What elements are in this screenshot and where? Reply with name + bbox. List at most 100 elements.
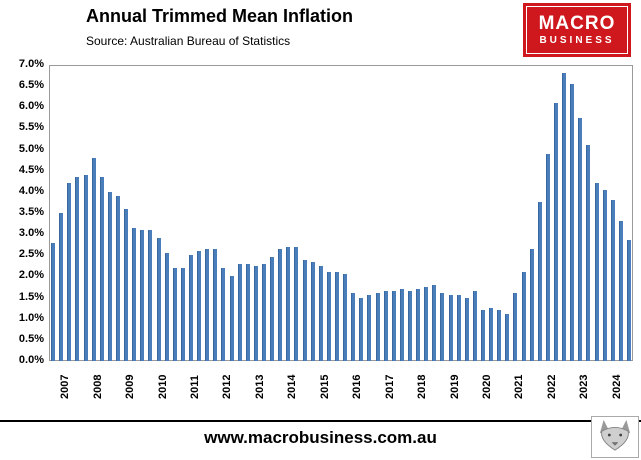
bar-q32 [310, 262, 315, 361]
bar-q29 [286, 247, 291, 361]
y-axis-tick-label: 4.0% [18, 184, 44, 197]
y-axis-tick-label: 3.0% [18, 227, 44, 240]
bar-q2 [67, 183, 72, 361]
bar-q43 [399, 289, 404, 361]
bar-q40 [375, 293, 380, 361]
x-axis-year-label: 2021 [513, 374, 526, 399]
wolf-logo-box [591, 416, 639, 458]
bar-q8 [115, 196, 120, 361]
bar-q65 [578, 118, 583, 361]
x-axis-year-label: 2013 [253, 374, 266, 399]
bar-q60 [537, 202, 542, 361]
bar-q16 [180, 268, 185, 361]
bar-q71 [626, 240, 631, 361]
x-axis-year-label: 2010 [156, 374, 169, 399]
bar-q49 [448, 295, 453, 361]
chart-source: Source: Australian Bureau of Statistics [86, 34, 291, 48]
bar-q10 [132, 228, 137, 361]
x-axis-year-label: 2017 [383, 374, 396, 399]
bar-q56 [505, 314, 510, 361]
bar-q63 [562, 73, 567, 361]
bar-q13 [156, 238, 161, 361]
bar-q0 [51, 243, 56, 361]
y-axis-tick-label: 7.0% [18, 58, 44, 70]
y-axis-tick-label: 2.5% [18, 248, 44, 261]
macrobusiness-logo-frame: MACRO BUSINESS [526, 6, 628, 54]
bar-q35 [334, 272, 339, 361]
x-axis-year-label: 2023 [578, 374, 591, 399]
bar-q51 [464, 298, 469, 361]
x-axis-year-label: 2022 [545, 374, 558, 399]
bar-q31 [302, 260, 307, 361]
bar-q69 [610, 200, 615, 361]
bar-q5 [91, 158, 96, 361]
bar-q46 [424, 287, 429, 361]
bar-q33 [318, 266, 323, 361]
bar-q11 [140, 230, 145, 361]
bar-q45 [416, 289, 421, 361]
y-axis-tick-label: 6.5% [18, 79, 44, 92]
x-axis-year-label: 2015 [318, 374, 331, 399]
chart-title: Annual Trimmed Mean Inflation [86, 6, 354, 26]
bar-q21 [221, 268, 226, 361]
y-axis-tick-label: 3.5% [18, 206, 44, 218]
bar-q66 [586, 145, 591, 361]
bar-q22 [229, 276, 234, 361]
bar-q19 [205, 249, 210, 361]
bar-q20 [213, 249, 218, 361]
x-axis-year-label: 2009 [124, 374, 137, 399]
bar-q36 [343, 274, 348, 361]
bar-q52 [472, 291, 477, 361]
y-axis-tick-label: 0.5% [18, 332, 44, 345]
bar-q6 [99, 177, 104, 361]
bar-q64 [570, 84, 575, 361]
bar-q57 [513, 293, 518, 361]
bar-q44 [407, 291, 412, 361]
bar-q42 [391, 291, 396, 361]
x-axis-year-label: 2012 [221, 374, 234, 399]
bar-q34 [326, 272, 331, 361]
bar-q26 [261, 264, 266, 361]
bar-q37 [351, 293, 356, 361]
bar-q18 [197, 251, 202, 361]
bar-q41 [383, 291, 388, 361]
bar-q9 [124, 209, 129, 361]
bar-q28 [278, 249, 283, 361]
footer-divider [0, 420, 641, 422]
logo-text-macro: MACRO [538, 12, 616, 34]
y-axis-tick-label: 5.5% [18, 121, 44, 134]
bar-q38 [359, 298, 364, 361]
bar-q53 [480, 310, 485, 361]
bar-q14 [164, 253, 169, 361]
bar-q3 [75, 177, 80, 361]
footer-url[interactable]: www.macrobusiness.com.au [204, 428, 437, 447]
bar-q1 [59, 213, 64, 361]
y-axis-tick-label: 2.0% [18, 269, 44, 282]
y-axis-tick-label: 4.5% [18, 163, 44, 176]
bar-q15 [172, 268, 177, 361]
bar-q12 [148, 230, 153, 361]
bar-q24 [245, 264, 250, 361]
bar-q23 [237, 264, 242, 361]
bar-q48 [440, 293, 445, 361]
y-axis-tick-label: 6.0% [18, 100, 44, 113]
bar-q61 [545, 154, 550, 361]
bar-q27 [270, 257, 275, 361]
bar-q68 [602, 190, 607, 361]
bar-q25 [253, 266, 258, 361]
x-axis-year-label: 2018 [416, 374, 429, 399]
x-axis-year-label: 2008 [91, 374, 104, 399]
bar-q67 [594, 183, 599, 361]
y-axis-tick-label: 0.0% [18, 354, 44, 366]
bar-q47 [432, 285, 437, 361]
bar-q59 [529, 249, 534, 361]
x-axis-year-label: 2007 [59, 374, 72, 399]
bar-q54 [489, 308, 494, 361]
y-axis-tick-label: 5.0% [18, 142, 44, 155]
x-axis-year-label: 2019 [448, 374, 461, 399]
bar-q4 [83, 175, 88, 361]
bar-q17 [188, 255, 193, 361]
bar-q39 [367, 295, 372, 361]
plot-area [49, 65, 633, 361]
